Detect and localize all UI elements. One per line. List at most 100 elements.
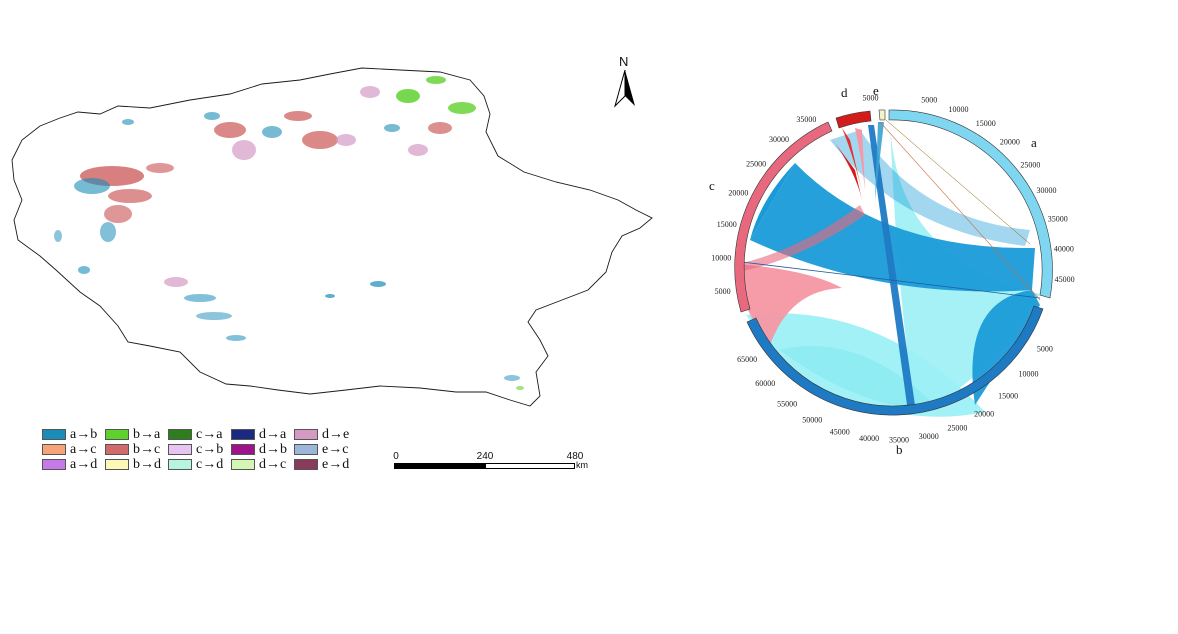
change-patches: [54, 76, 524, 390]
tick-label-b: 50000: [802, 416, 822, 425]
tick-label-b: 55000: [777, 399, 797, 408]
tick-label-a: 20000: [1000, 138, 1020, 147]
legend-label: c→d: [196, 456, 224, 472]
tick-label-b: 35000: [889, 436, 909, 445]
legend-label: a→d: [70, 456, 98, 472]
legend-item: b→d: [105, 457, 168, 472]
tick-label-a: 35000: [1048, 215, 1068, 224]
tick-label-a: 10000: [949, 105, 969, 114]
legend-label: b→a: [133, 426, 161, 442]
legend-label: e→c: [322, 441, 349, 457]
tick-label-b: 25000: [947, 423, 967, 432]
tick-label-a: 40000: [1054, 245, 1074, 254]
legend-item: d→b: [231, 442, 294, 457]
legend-swatch: [231, 429, 255, 440]
legend-item: b→a: [105, 427, 168, 442]
tick-label-b: 5000: [1037, 345, 1053, 354]
sector-d-arc: [835, 110, 872, 129]
legend-item: c→b: [168, 442, 231, 457]
legend-swatch: [42, 444, 66, 455]
legend-swatch: [294, 459, 318, 470]
tick-label-b: 20000: [974, 410, 994, 419]
scale-label-1: 240: [476, 451, 494, 462]
legend-item: b→c: [105, 442, 168, 457]
sector-e-arc: [878, 109, 886, 121]
tick-label-c: 5000: [715, 287, 731, 296]
tick-label-b: 15000: [998, 392, 1018, 401]
legend-swatch: [231, 444, 255, 455]
sector-b-arc: [746, 305, 1044, 416]
legend-item: a→c: [42, 442, 105, 457]
legend-item: a→d: [42, 457, 105, 472]
legend-swatch: [168, 459, 192, 470]
legend-item: d→a: [231, 427, 294, 442]
legend-label: d→e: [322, 426, 350, 442]
legend-swatch: [168, 429, 192, 440]
legend-item: e→c: [294, 442, 357, 457]
tick-label-a: 25000: [1020, 160, 1040, 169]
tick-label-a: 45000: [1055, 275, 1075, 284]
legend-item: d→e: [294, 427, 357, 442]
sector-labels: a b c d e: [709, 83, 1037, 457]
scale-bar-white: [485, 463, 575, 469]
tick-label-a: 30000: [1037, 186, 1057, 195]
legend-label: c→a: [196, 426, 223, 442]
north-letter: N: [619, 54, 629, 69]
sector-label-e: e: [873, 83, 879, 98]
tick-label-b: 45000: [830, 427, 850, 436]
legend-item: d→c: [231, 457, 294, 472]
tick-label-b: 65000: [737, 355, 757, 364]
sector-c-arc: [734, 121, 833, 313]
sector-label-d: d: [841, 85, 848, 100]
legend-label: d→b: [259, 441, 287, 457]
legend-label: e→d: [322, 456, 350, 472]
legend-item: a→b: [42, 427, 105, 442]
tick-label-c: 15000: [717, 220, 737, 229]
legend-label: b→d: [133, 456, 161, 472]
legend-label: c→b: [196, 441, 224, 457]
chord-sectors: [734, 109, 1053, 416]
north-arrow-icon: [614, 69, 635, 108]
tick-label-b: 10000: [1019, 370, 1039, 379]
chord-tick-labels: 5000 10000 15000 20000 25000 30000 35000 40000 4…: [711, 93, 1074, 444]
legend-swatch: [105, 429, 129, 440]
tick-label-b: 40000: [859, 434, 879, 443]
legend-swatch: [231, 459, 255, 470]
sector-label-a: a: [1031, 135, 1037, 150]
tick-label-b: 30000: [919, 432, 939, 441]
legend-swatch: [42, 459, 66, 470]
legend-label: b→c: [133, 441, 161, 457]
tick-label-c: 25000: [746, 160, 766, 169]
north-arrow: N: [612, 54, 638, 110]
legend-item: c→d: [168, 457, 231, 472]
legend-item: c→a: [168, 427, 231, 442]
legend-label: d→c: [259, 456, 287, 472]
sector-label-c: c: [709, 178, 715, 193]
legend-swatch: [42, 429, 66, 440]
tick-label-c: 20000: [728, 188, 748, 197]
sector-label-b: b: [896, 442, 903, 457]
legend-swatch: [294, 429, 318, 440]
legend-label: d→a: [259, 426, 287, 442]
tick-label-c: 10000: [711, 253, 731, 262]
tick-label-b: 60000: [755, 379, 775, 388]
tick-label-c: 30000: [769, 135, 789, 144]
legend: a→b b→a c→a d→a d→e a→c b→c c→b d→b e→c a→d b→d c→d d…: [42, 427, 357, 472]
scale-bar: 0 240 480 km: [393, 451, 594, 475]
legend-item: e→d: [294, 457, 357, 472]
legend-swatch: [105, 459, 129, 470]
scale-label-2: 480: [566, 451, 584, 462]
tick-label-a: 15000: [976, 119, 996, 128]
legend-swatch: [105, 444, 129, 455]
study-area-boundary: [11, 67, 653, 407]
chord-ribbons: [737, 118, 1041, 417]
legend-swatch: [168, 444, 192, 455]
tick-label-d: 5000: [863, 93, 879, 102]
sector-a-arc: [888, 109, 1053, 299]
scale-label-0: 0: [393, 451, 399, 462]
scale-unit: km: [576, 460, 588, 470]
legend-swatch: [294, 444, 318, 455]
tick-label-a: 5000: [921, 96, 937, 105]
